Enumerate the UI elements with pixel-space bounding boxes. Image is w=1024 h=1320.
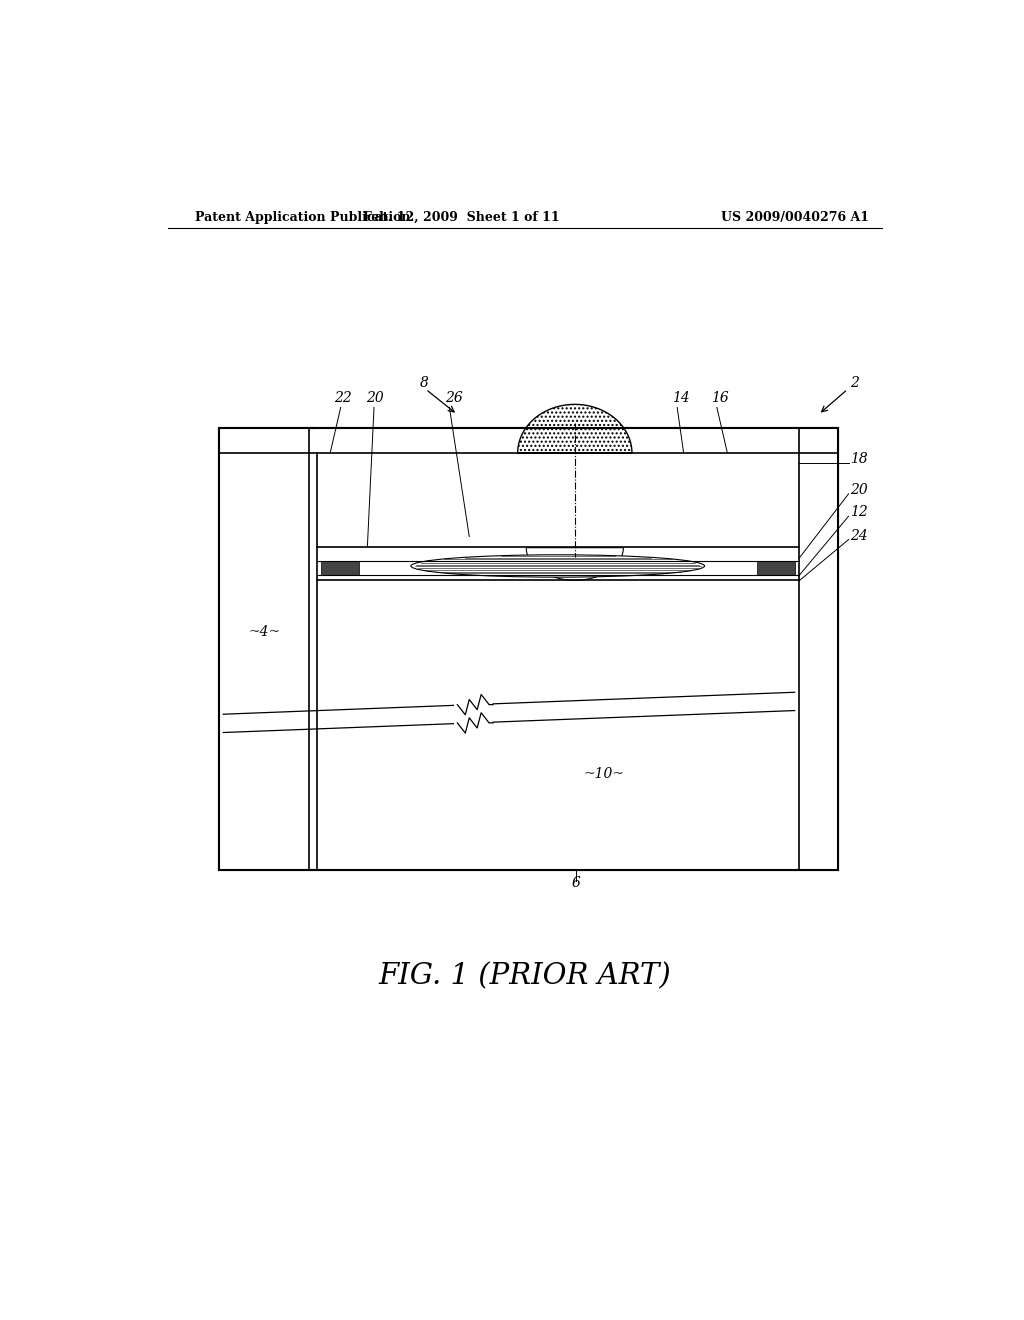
Ellipse shape bbox=[411, 554, 705, 577]
Text: 12: 12 bbox=[850, 506, 868, 519]
Bar bbox=[316, 428, 799, 453]
Text: 16: 16 bbox=[712, 391, 729, 405]
Text: 22: 22 bbox=[334, 391, 352, 405]
Bar bbox=[219, 428, 839, 870]
Bar bbox=[757, 561, 795, 576]
Text: Patent Application Publication: Patent Application Publication bbox=[196, 211, 411, 224]
Text: 2: 2 bbox=[850, 376, 859, 391]
Text: FIG. 1 (PRIOR ART): FIG. 1 (PRIOR ART) bbox=[379, 962, 671, 990]
Polygon shape bbox=[526, 548, 624, 581]
Bar bbox=[219, 561, 309, 576]
Text: US 2009/0040276 A1: US 2009/0040276 A1 bbox=[721, 211, 868, 224]
Bar bbox=[321, 561, 359, 576]
Bar bbox=[316, 561, 799, 576]
Polygon shape bbox=[518, 404, 632, 453]
Text: 24: 24 bbox=[850, 528, 868, 543]
Text: 20: 20 bbox=[850, 483, 868, 496]
Bar bbox=[781, 561, 799, 576]
Text: ~10~: ~10~ bbox=[584, 767, 625, 781]
Text: ~4~: ~4~ bbox=[248, 626, 281, 639]
Bar bbox=[316, 453, 799, 546]
Text: 18: 18 bbox=[850, 453, 868, 466]
Bar bbox=[316, 561, 334, 576]
Text: Feb. 12, 2009  Sheet 1 of 11: Feb. 12, 2009 Sheet 1 of 11 bbox=[362, 211, 560, 224]
Bar bbox=[316, 546, 799, 561]
Text: 14: 14 bbox=[672, 391, 689, 405]
Bar bbox=[316, 581, 799, 870]
Text: 26: 26 bbox=[445, 391, 463, 405]
Text: 8: 8 bbox=[420, 376, 429, 391]
Text: 20: 20 bbox=[367, 391, 384, 405]
Bar bbox=[219, 428, 839, 870]
Bar bbox=[219, 428, 309, 870]
Bar bbox=[799, 428, 839, 870]
Text: 6: 6 bbox=[572, 876, 581, 890]
